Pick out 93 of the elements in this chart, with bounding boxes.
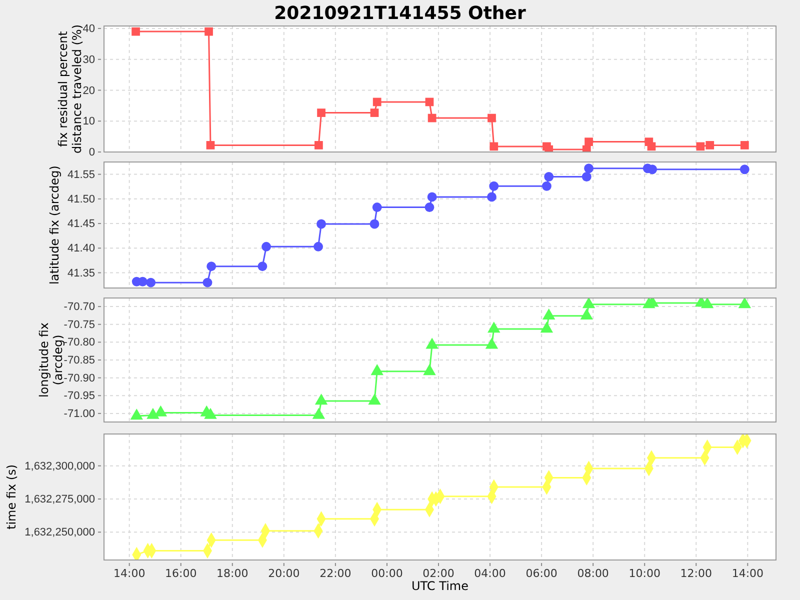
y-tick-label: 30: [82, 54, 95, 66]
point: [258, 262, 268, 272]
point: [370, 219, 380, 229]
chart-title: 20210921T141455 Other: [274, 3, 526, 24]
point: [314, 242, 323, 252]
x-tick-label: 00:00: [371, 566, 403, 580]
x-tick-label: 04:00: [474, 566, 506, 580]
point: [488, 114, 496, 122]
point: [317, 108, 326, 117]
point: [428, 114, 436, 122]
point: [427, 192, 437, 202]
point: [202, 278, 212, 288]
y-axis-title: fix residual percent distance traveled (%): [56, 24, 84, 154]
point: [314, 141, 323, 150]
x-tick-label: 08:00: [577, 566, 609, 580]
y-tick-label: 10: [82, 116, 95, 128]
y-tick-label: 41.45: [67, 218, 95, 230]
point: [542, 181, 552, 191]
point: [580, 308, 593, 320]
point: [647, 142, 656, 151]
x-tick-label: 14:00: [113, 566, 146, 580]
point: [372, 202, 382, 212]
point: [130, 408, 143, 420]
point: [206, 262, 216, 272]
point: [204, 27, 213, 36]
y-tick-label: 41.40: [67, 242, 95, 255]
y-axis-title: time fix (s): [4, 464, 19, 530]
point: [425, 98, 434, 106]
point: [740, 141, 749, 150]
point: [700, 298, 714, 308]
y-tick-label: 20: [82, 84, 95, 97]
point: [312, 408, 326, 419]
y-tick-label: 41.35: [67, 267, 95, 280]
x-tick-label: 18:00: [216, 566, 248, 580]
point: [424, 202, 434, 212]
point: [204, 408, 217, 419]
point: [584, 164, 594, 174]
point: [488, 322, 500, 333]
point: [584, 138, 593, 146]
y-tick-label: 1,632,250,000: [24, 526, 95, 539]
point: [544, 145, 554, 152]
y-tick-label: -70.80: [64, 336, 95, 349]
y-axis-title: longitude fix (arcdeg): [36, 322, 65, 398]
y-tick-label: -70.75: [64, 318, 95, 331]
y-tick-label: 41.55: [67, 168, 95, 181]
point: [582, 298, 596, 308]
point: [738, 298, 752, 308]
y-tick-label: -70.70: [64, 301, 95, 314]
point: [132, 27, 140, 36]
y-tick-label: -70.85: [64, 354, 95, 367]
point: [485, 338, 498, 349]
point: [426, 338, 438, 349]
point: [262, 242, 272, 252]
y-tick-label: -70.90: [64, 372, 95, 384]
y-tick-label: -71.00: [64, 408, 95, 420]
point: [316, 219, 326, 229]
point: [314, 394, 328, 405]
point: [490, 142, 498, 151]
point: [706, 141, 714, 150]
point: [648, 164, 658, 174]
point: [370, 364, 384, 376]
y-tick-label: -70.95: [64, 390, 95, 402]
point: [370, 108, 379, 117]
point: [146, 408, 160, 419]
x-tick-label: 16:00: [165, 566, 197, 580]
point: [544, 172, 554, 182]
x-tick-label: 06:00: [526, 566, 558, 580]
x-axis-title: UTC Time: [412, 579, 468, 593]
y-tick-label: 0: [88, 146, 95, 159]
point: [423, 364, 436, 376]
point: [740, 164, 750, 174]
x-tick-label: 20:00: [268, 566, 300, 580]
x-tick-label: 02:00: [422, 566, 454, 580]
y-tick-label: 1,632,300,000: [24, 460, 95, 472]
y-axis-title: latitude fix (arcdeg): [47, 166, 62, 284]
x-tick-label: 14:00: [732, 566, 764, 580]
point: [540, 322, 554, 333]
point: [146, 278, 156, 288]
point: [206, 141, 215, 150]
point: [582, 172, 592, 182]
point: [372, 98, 382, 106]
point: [487, 192, 496, 202]
point: [489, 181, 499, 191]
point: [696, 142, 705, 151]
y-tick-label: 41.50: [67, 193, 95, 206]
y-tick-label: 40: [82, 22, 95, 35]
point: [154, 405, 168, 416]
x-tick-label: 12:00: [680, 566, 712, 580]
x-tick-label: 22:00: [320, 566, 352, 580]
x-tick-label: 10:00: [628, 566, 660, 580]
point: [368, 394, 381, 405]
point: [542, 308, 556, 320]
y-tick-label: 1,632,275,000: [24, 494, 95, 506]
